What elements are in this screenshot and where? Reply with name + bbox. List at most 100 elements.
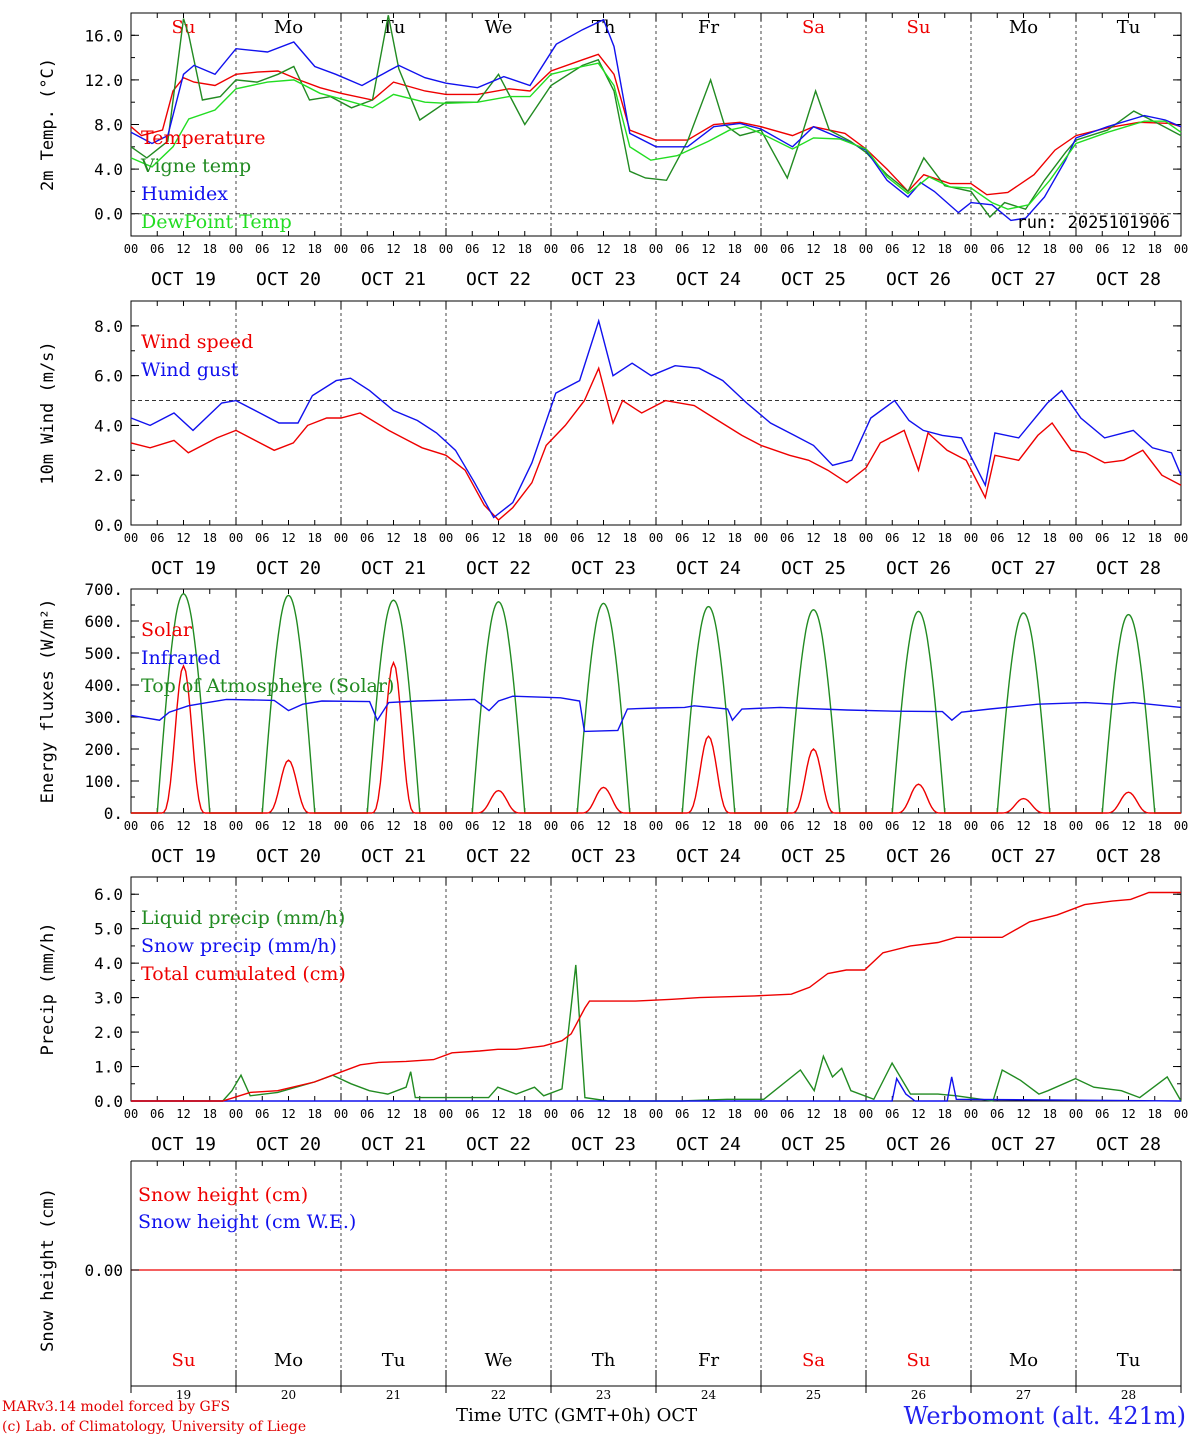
energy-hour-label: 00 [544,819,558,833]
precip-date-label: OCT 28 [1096,1134,1161,1155]
energy-hour-label: 12 [806,819,820,833]
temp-hour-label: 00 [229,242,243,256]
precip-legend-2: Snow precip (mm/h) [141,935,337,957]
temp-hour-label: 00 [334,242,348,256]
wind-series-wind-gust [130,318,1182,519]
precip-hour-label: 12 [281,1107,295,1121]
precip-hour-label: 12 [806,1107,820,1121]
wind-legend-2: Wind gust [141,359,239,381]
wind-date-label: OCT 25 [781,558,846,579]
wind-date-label: OCT 19 [151,558,216,579]
energy-hour-label: 00 [439,819,453,833]
energy-legend-2: Infrared [141,647,221,669]
precip-ytick-label: 5.0 [94,920,123,939]
temp-hour-label: 00 [124,242,138,256]
energy-hour-label: 00 [859,819,873,833]
precip-ytick-label: 1.0 [94,1058,123,1077]
temp-date-label: OCT 28 [1096,269,1161,290]
energy-date-label: OCT 26 [886,846,951,867]
temp-hour-label: 00 [439,242,453,256]
precip-hour-label: 18 [623,1107,637,1121]
snow-day-number: 24 [701,1388,717,1402]
wind-date-label: OCT 27 [991,558,1056,579]
energy-hour-label: 12 [281,819,295,833]
energy-hour-label: 12 [491,819,505,833]
precip-hour-label: 12 [596,1107,610,1121]
energy-hour-label: 06 [885,819,899,833]
wind-hour-label: 00 [124,531,138,545]
temp-hour-label: 18 [1043,242,1057,256]
wind-series-wind-speed [130,366,1182,521]
snow-weekday-label: Su [907,1350,931,1371]
energy-hour-label: 06 [990,819,1004,833]
energy-solar-curve [761,747,866,814]
precip-hour-label: 18 [1043,1107,1057,1121]
energy-solar-curve [341,660,446,814]
precip-hour-label: 00 [754,1107,768,1121]
temp-hour-label: 06 [150,242,164,256]
temp-date-label: OCT 25 [781,269,846,290]
precip-date-label: OCT 23 [571,1134,636,1155]
energy-toa-curve [866,610,971,814]
temp-hour-label: 18 [308,242,322,256]
wind-ytick-label: 4.0 [94,416,123,435]
snow-day-number: 28 [1121,1388,1136,1402]
temp-hour-label: 18 [623,242,637,256]
precip-hour-label: 12 [1121,1107,1135,1121]
precip-hour-label: 06 [780,1107,794,1121]
temp-hour-label: 12 [596,242,610,256]
energy-toa-curve [341,599,446,814]
temp-date-label: OCT 24 [676,269,741,290]
wind-hour-label: 00 [544,531,558,545]
precip-hour-label: 00 [859,1107,873,1121]
energy-hour-label: 06 [780,819,794,833]
energy-hour-label: 06 [150,819,164,833]
energy-hour-label: 00 [754,819,768,833]
temp-hour-label: 12 [701,242,715,256]
temp-ytick-label: 16.0 [84,26,123,45]
wind-hour-label: 06 [360,531,374,545]
temp-date-label: OCT 27 [991,269,1056,290]
precip-ytick-label: 3.0 [94,989,123,1008]
temp-legend-1: Temperature [141,127,265,149]
temp-legend-3: Humidex [141,183,228,205]
precip-hour-label: 18 [413,1107,427,1121]
wind-hour-label: 12 [281,531,295,545]
precip-hour-label: 00 [439,1107,453,1121]
energy-hour-label: 06 [465,819,479,833]
wind-hour-label: 00 [229,531,243,545]
energy-hour-label: 18 [203,819,217,833]
precip-hour-label: 00 [544,1107,558,1121]
energy-date-label: OCT 28 [1096,846,1161,867]
x-axis-title: Time UTC (GMT+0h) OCT [456,1405,698,1426]
precip-hour-label: 06 [360,1107,374,1121]
precip-hour-label: 18 [518,1107,532,1121]
energy-date-label: OCT 24 [676,846,741,867]
temp-weekday-label: Sa [802,17,825,38]
energy-toa-curve [971,612,1076,814]
temp-hour-label: 06 [885,242,899,256]
temp-date-label: OCT 26 [886,269,951,290]
wind-date-label: OCT 20 [256,558,321,579]
snow-day-number: 20 [281,1388,296,1402]
precip-hour-label: 00 [649,1107,663,1121]
wind-hour-label: 06 [465,531,479,545]
wind-hour-label: 12 [1121,531,1135,545]
wind-hour-label: 18 [1148,531,1162,545]
precip-date-label: OCT 27 [991,1134,1056,1155]
energy-infrared-curve [130,695,1182,733]
temp-hour-label: 06 [360,242,374,256]
temp-hour-label: 18 [833,242,847,256]
temp-date-label: OCT 19 [151,269,216,290]
precip-legend-1: Liquid precip (mm/h) [141,907,345,929]
temp-hour-label: 06 [255,242,269,256]
wind-hour-label: 12 [911,531,925,545]
wind-hour-label: 06 [885,531,899,545]
snow-weekday-label: Su [172,1350,196,1371]
temp-frame [130,12,1182,237]
wind-hour-label: 12 [386,531,400,545]
temp-hour-label: 06 [780,242,794,256]
precip-ytick-label: 4.0 [94,954,123,973]
energy-solar-curve [551,786,656,814]
energy-solar-curve [1076,791,1181,814]
